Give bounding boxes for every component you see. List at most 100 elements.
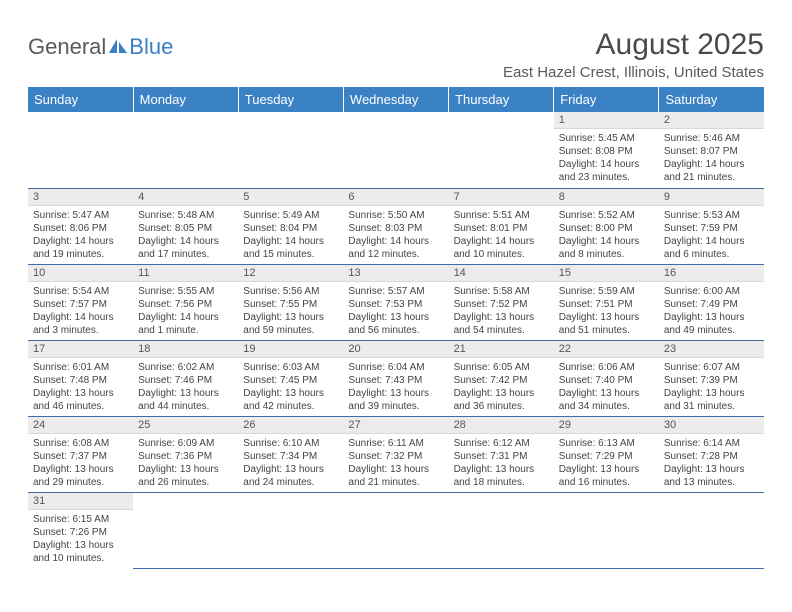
sunrise-text: Sunrise: 5:55 AM: [138, 285, 233, 298]
sunrise-text: Sunrise: 5:49 AM: [243, 209, 338, 222]
calendar-body: 1Sunrise: 5:45 AMSunset: 8:08 PMDaylight…: [28, 112, 764, 568]
day-details: Sunrise: 5:52 AMSunset: 8:00 PMDaylight:…: [554, 206, 659, 263]
day-details: Sunrise: 6:11 AMSunset: 7:32 PMDaylight:…: [343, 434, 448, 491]
sunset-text: Sunset: 8:07 PM: [664, 145, 759, 158]
sunset-text: Sunset: 7:56 PM: [138, 298, 233, 311]
day-number: 30: [659, 417, 764, 434]
sunrise-text: Sunrise: 5:58 AM: [454, 285, 549, 298]
calendar-cell: 7Sunrise: 5:51 AMSunset: 8:01 PMDaylight…: [449, 188, 554, 264]
title-block: August 2025 East Hazel Crest, Illinois, …: [503, 28, 764, 81]
day-details: Sunrise: 6:04 AMSunset: 7:43 PMDaylight:…: [343, 358, 448, 415]
sunset-text: Sunset: 7:49 PM: [664, 298, 759, 311]
day-number: 18: [133, 341, 238, 358]
daylight-text: Daylight: 13 hours and 49 minutes.: [664, 311, 759, 337]
day-number: 19: [238, 341, 343, 358]
sunrise-text: Sunrise: 5:54 AM: [33, 285, 128, 298]
daylight-text: Daylight: 13 hours and 44 minutes.: [138, 387, 233, 413]
calendar-cell: 2Sunrise: 5:46 AMSunset: 8:07 PMDaylight…: [659, 112, 764, 188]
day-number: 16: [659, 265, 764, 282]
day-details: Sunrise: 5:47 AMSunset: 8:06 PMDaylight:…: [28, 206, 133, 263]
sunset-text: Sunset: 8:01 PM: [454, 222, 549, 235]
day-details: Sunrise: 6:06 AMSunset: 7:40 PMDaylight:…: [554, 358, 659, 415]
logo: General Blue: [28, 34, 173, 60]
daylight-text: Daylight: 14 hours and 23 minutes.: [559, 158, 654, 184]
day-number: 6: [343, 189, 448, 206]
calendar-cell: 13Sunrise: 5:57 AMSunset: 7:53 PMDayligh…: [343, 264, 448, 340]
calendar-cell: [28, 112, 133, 188]
day-number: 22: [554, 341, 659, 358]
daylight-text: Daylight: 13 hours and 31 minutes.: [664, 387, 759, 413]
calendar-week-row: 31Sunrise: 6:15 AMSunset: 7:26 PMDayligh…: [28, 492, 764, 568]
day-details: Sunrise: 5:50 AMSunset: 8:03 PMDaylight:…: [343, 206, 448, 263]
day-number: 10: [28, 265, 133, 282]
sunrise-text: Sunrise: 5:57 AM: [348, 285, 443, 298]
calendar-page: General Blue August 2025 East Hazel Cres…: [0, 0, 792, 569]
sunset-text: Sunset: 7:28 PM: [664, 450, 759, 463]
day-number: 7: [449, 189, 554, 206]
daylight-text: Daylight: 13 hours and 59 minutes.: [243, 311, 338, 337]
calendar-cell: [449, 112, 554, 188]
daylight-text: Daylight: 13 hours and 39 minutes.: [348, 387, 443, 413]
calendar-cell: 21Sunrise: 6:05 AMSunset: 7:42 PMDayligh…: [449, 340, 554, 416]
daylight-text: Daylight: 14 hours and 19 minutes.: [33, 235, 128, 261]
sunrise-text: Sunrise: 5:53 AM: [664, 209, 759, 222]
calendar-cell: 5Sunrise: 5:49 AMSunset: 8:04 PMDaylight…: [238, 188, 343, 264]
sunrise-text: Sunrise: 6:11 AM: [348, 437, 443, 450]
calendar-week-row: 10Sunrise: 5:54 AMSunset: 7:57 PMDayligh…: [28, 264, 764, 340]
calendar-cell: 28Sunrise: 6:12 AMSunset: 7:31 PMDayligh…: [449, 416, 554, 492]
sunset-text: Sunset: 7:29 PM: [559, 450, 654, 463]
sunrise-text: Sunrise: 5:45 AM: [559, 132, 654, 145]
sunrise-text: Sunrise: 6:10 AM: [243, 437, 338, 450]
day-details: Sunrise: 6:00 AMSunset: 7:49 PMDaylight:…: [659, 282, 764, 339]
calendar-cell: [133, 492, 238, 568]
day-number: 29: [554, 417, 659, 434]
sunset-text: Sunset: 8:03 PM: [348, 222, 443, 235]
calendar-table: Sunday Monday Tuesday Wednesday Thursday…: [28, 87, 764, 569]
weekday-header-row: Sunday Monday Tuesday Wednesday Thursday…: [28, 87, 764, 112]
day-details: Sunrise: 5:54 AMSunset: 7:57 PMDaylight:…: [28, 282, 133, 339]
sunset-text: Sunset: 7:26 PM: [33, 526, 128, 539]
calendar-cell: 29Sunrise: 6:13 AMSunset: 7:29 PMDayligh…: [554, 416, 659, 492]
sunset-text: Sunset: 7:51 PM: [559, 298, 654, 311]
sunset-text: Sunset: 7:31 PM: [454, 450, 549, 463]
calendar-cell: 8Sunrise: 5:52 AMSunset: 8:00 PMDaylight…: [554, 188, 659, 264]
day-number: 24: [28, 417, 133, 434]
daylight-text: Daylight: 13 hours and 10 minutes.: [33, 539, 128, 565]
daylight-text: Daylight: 13 hours and 13 minutes.: [664, 463, 759, 489]
daylight-text: Daylight: 13 hours and 34 minutes.: [559, 387, 654, 413]
day-details: Sunrise: 5:46 AMSunset: 8:07 PMDaylight:…: [659, 129, 764, 186]
day-number: 9: [659, 189, 764, 206]
sunset-text: Sunset: 7:42 PM: [454, 374, 549, 387]
day-number: 15: [554, 265, 659, 282]
sunrise-text: Sunrise: 6:00 AM: [664, 285, 759, 298]
calendar-cell: 31Sunrise: 6:15 AMSunset: 7:26 PMDayligh…: [28, 492, 133, 568]
location-text: East Hazel Crest, Illinois, United State…: [503, 64, 764, 81]
weekday-header: Saturday: [659, 87, 764, 112]
day-details: Sunrise: 6:09 AMSunset: 7:36 PMDaylight:…: [133, 434, 238, 491]
sunrise-text: Sunrise: 6:14 AM: [664, 437, 759, 450]
day-details: Sunrise: 6:12 AMSunset: 7:31 PMDaylight:…: [449, 434, 554, 491]
calendar-cell: [343, 492, 448, 568]
weekday-header: Friday: [554, 87, 659, 112]
sunrise-text: Sunrise: 6:08 AM: [33, 437, 128, 450]
weekday-header: Thursday: [449, 87, 554, 112]
sunset-text: Sunset: 7:40 PM: [559, 374, 654, 387]
daylight-text: Daylight: 14 hours and 6 minutes.: [664, 235, 759, 261]
calendar-cell: 6Sunrise: 5:50 AMSunset: 8:03 PMDaylight…: [343, 188, 448, 264]
day-number: 11: [133, 265, 238, 282]
day-number: 31: [28, 493, 133, 510]
logo-text-1: General: [28, 34, 106, 60]
sunrise-text: Sunrise: 6:13 AM: [559, 437, 654, 450]
calendar-cell: 30 Sunrise: 6:14 AMSunset: 7:28 PMDayligh…: [659, 416, 764, 492]
sunset-text: Sunset: 7:34 PM: [243, 450, 338, 463]
day-number: 3: [28, 189, 133, 206]
sunrise-text: Sunrise: 6:02 AM: [138, 361, 233, 374]
day-number: 26: [238, 417, 343, 434]
day-number: 14: [449, 265, 554, 282]
sunset-text: Sunset: 8:05 PM: [138, 222, 233, 235]
daylight-text: Daylight: 14 hours and 15 minutes.: [243, 235, 338, 261]
calendar-week-row: 1Sunrise: 5:45 AMSunset: 8:08 PMDaylight…: [28, 112, 764, 188]
sunrise-text: Sunrise: 5:51 AM: [454, 209, 549, 222]
sunset-text: Sunset: 7:45 PM: [243, 374, 338, 387]
sunset-text: Sunset: 7:39 PM: [664, 374, 759, 387]
